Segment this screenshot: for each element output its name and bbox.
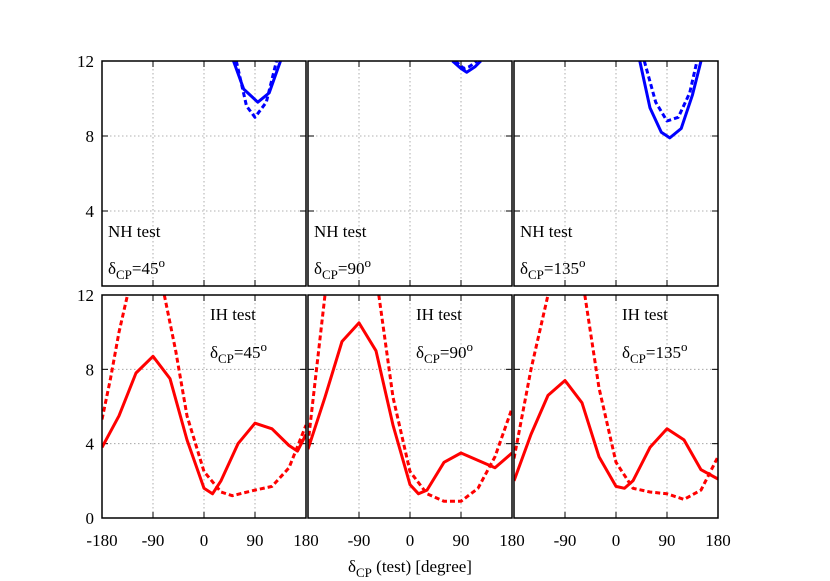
series-line [102, 295, 306, 498]
x-tick-label: -90 [348, 531, 371, 550]
param-symbol: δ [314, 259, 322, 278]
param-value: =135 [544, 259, 579, 278]
param-subscript: CP [322, 267, 338, 282]
param-symbol: δ [108, 259, 116, 278]
x-tick-label: 180 [705, 531, 731, 550]
param-superscript: o [579, 255, 586, 270]
x-tick-label: 0 [612, 531, 621, 550]
plot-frame [513, 60, 719, 287]
parameter-label: δCP=45o [108, 255, 165, 282]
param-value: =45 [234, 343, 261, 362]
parameter-label: δCP (test) [degree] [348, 557, 472, 580]
series-line [308, 321, 512, 496]
x-tick-label: 90 [247, 531, 264, 550]
param-subscript: CP [116, 267, 132, 282]
series-line [514, 379, 718, 490]
param-superscript: o [467, 339, 474, 354]
parameter-label: δCP=45o [210, 339, 267, 366]
parameter-label: δCP=135o [520, 255, 586, 282]
plot-frame [101, 294, 307, 519]
y-tick-label: 12 [77, 52, 94, 71]
annotation: IH test [416, 305, 462, 324]
x-tick-label: 90 [659, 531, 676, 550]
annotation: IH test [622, 305, 668, 324]
x-tick-label: -90 [142, 531, 165, 550]
param-subscript: CP [424, 351, 440, 366]
series-line [451, 61, 482, 74]
series-line [102, 354, 306, 496]
param-value: =90 [440, 343, 467, 362]
x-tick-label: 0 [406, 531, 415, 550]
y-tick-label: 0 [86, 509, 95, 528]
x-tick-label: 0 [200, 531, 209, 550]
param-subscript: CP [630, 351, 646, 366]
param-symbol: δ [416, 343, 424, 362]
x-tick-label: -90 [554, 531, 577, 550]
annotation: IH test [210, 305, 256, 324]
series-line [638, 61, 703, 140]
param-superscript: o [159, 255, 166, 270]
param-value: =135 [646, 343, 681, 362]
y-tick-label: 4 [86, 435, 95, 454]
param-value: (test) [degree] [372, 557, 472, 576]
param-subscript: CP [528, 267, 544, 282]
parameter-label: δCP=90o [314, 255, 371, 282]
parameter-label: δCP=135o [622, 339, 688, 366]
y-tick-label: 4 [86, 202, 95, 221]
annotation: NH test [314, 222, 367, 241]
param-symbol: δ [622, 343, 630, 362]
param-symbol: δ [348, 557, 356, 576]
param-superscript: o [261, 339, 268, 354]
annotation: NH test [520, 222, 573, 241]
x-tick-label: 180 [499, 531, 525, 550]
param-superscript: o [681, 339, 688, 354]
plot-frame [307, 60, 513, 287]
param-value: =90 [338, 259, 365, 278]
param-subscript: CP [218, 351, 234, 366]
y-tick-label: 8 [86, 360, 95, 379]
param-symbol: δ [520, 259, 528, 278]
x-tick-label: -180 [86, 531, 117, 550]
plot-frame [101, 60, 307, 287]
x-tick-label: 180 [293, 531, 319, 550]
param-superscript: o [365, 255, 372, 270]
param-subscript: CP [356, 565, 372, 580]
parameter-label: δCP=90o [416, 339, 473, 366]
annotation: NH test [108, 222, 161, 241]
series-line [514, 295, 718, 501]
plot-frame [307, 294, 513, 519]
series-line [642, 61, 699, 123]
plot-frame [513, 294, 719, 519]
param-value: =45 [132, 259, 159, 278]
y-tick-label: 8 [86, 127, 95, 146]
series-line [234, 61, 278, 119]
y-tick-label: 12 [77, 286, 94, 305]
series-line [308, 295, 512, 503]
param-symbol: δ [210, 343, 218, 362]
x-tick-label: 90 [453, 531, 470, 550]
